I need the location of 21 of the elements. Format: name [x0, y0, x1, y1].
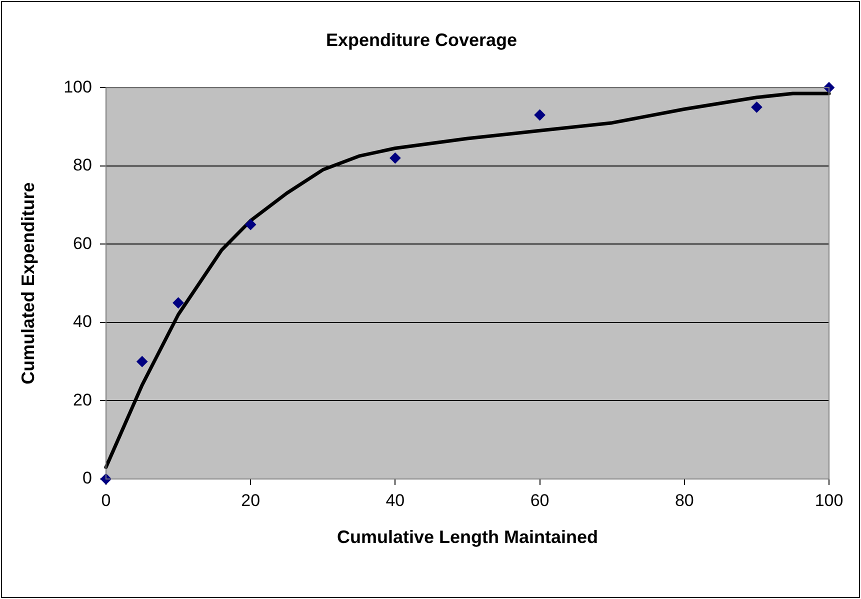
y-tick-label: 0: [82, 468, 92, 488]
x-axis-title: Cumulative Length Maintained: [336, 527, 598, 548]
x-tick-label: 60: [530, 490, 550, 510]
x-tick-label: 0: [101, 490, 111, 510]
y-tick-label: 20: [73, 390, 92, 410]
x-tick-label: 20: [241, 490, 260, 510]
y-tick-label: 100: [64, 77, 92, 96]
point: [751, 102, 762, 113]
y-tick-label: 80: [73, 156, 92, 175]
point: [172, 297, 184, 308]
point: [390, 152, 401, 164]
point: [534, 110, 546, 120]
point: [136, 356, 148, 368]
x-tick-label: 80: [674, 490, 694, 510]
chart-title: Expenditure Coverage: [326, 30, 518, 50]
y-tick-label: 40: [73, 312, 92, 332]
x-tick-label: 100: [814, 490, 844, 510]
point: [245, 219, 256, 230]
y-axis-title: Cumulated Expenditure: [18, 182, 38, 384]
x-tick-label: 40: [386, 490, 405, 510]
y-tick-label: 60: [73, 234, 92, 253]
